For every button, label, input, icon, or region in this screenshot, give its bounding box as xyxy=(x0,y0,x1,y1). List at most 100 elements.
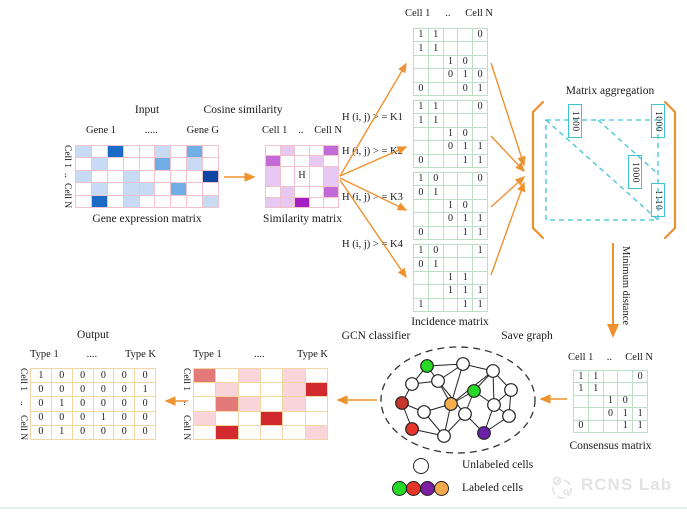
matrix-cell xyxy=(603,371,618,383)
matrix-cell xyxy=(107,195,123,207)
matrix-cell xyxy=(216,397,238,411)
matrix-cell: 1 xyxy=(588,371,603,383)
matrix-cell xyxy=(280,187,295,197)
matrix-cell: 1 xyxy=(93,411,114,425)
matrix-cell: 1 xyxy=(443,271,458,285)
bottom-divider xyxy=(0,507,687,509)
matrix-cell xyxy=(91,146,107,158)
matrix-cell xyxy=(194,411,216,425)
matrix-cell xyxy=(428,285,443,298)
consensus-col-labels: Cell 1 .. Cell N xyxy=(568,352,653,363)
matrix-cell xyxy=(428,141,443,154)
matrix-cell xyxy=(280,197,295,207)
matrix-cell xyxy=(203,146,218,158)
matrix-cell xyxy=(633,383,647,395)
labeled-cell-icon xyxy=(434,481,449,496)
matrix-cell xyxy=(305,425,327,439)
matrix-cell xyxy=(428,154,443,167)
matrix-cell xyxy=(428,298,443,311)
unlabeled-cell-icon xyxy=(413,458,429,474)
matrix-cell xyxy=(458,173,473,186)
matrix-cell: 1 xyxy=(588,383,603,395)
rcns-lab-watermark: RCNS Lab xyxy=(581,475,673,494)
matrix-cell xyxy=(76,170,91,183)
matrix-cell xyxy=(443,42,458,55)
matrix-cell: 0 xyxy=(458,199,473,213)
matrix-cell xyxy=(266,187,280,197)
matrix-cell: 1 xyxy=(443,199,458,213)
matrix-cell xyxy=(187,170,203,183)
matrix-cell xyxy=(123,195,139,207)
matrix-cell: 0 xyxy=(414,258,428,271)
matrix-cell: 1 xyxy=(458,226,473,239)
threshold-k2-label: H (i, j) > = K2 xyxy=(342,146,403,157)
matrix-cell: 0 xyxy=(633,371,647,383)
matrix-cell: 1 xyxy=(414,114,428,127)
matrix-cell xyxy=(324,146,338,156)
matrix-cell xyxy=(280,156,295,166)
matrix-cell xyxy=(266,146,280,156)
matrix-cell: 1 xyxy=(458,141,473,154)
matrix-cell: 0 xyxy=(72,383,93,397)
matrix-cell: 0 xyxy=(31,411,51,425)
labeled-cells-icons xyxy=(392,481,449,496)
gene-matrix-caption: Gene expression matrix xyxy=(92,213,202,225)
matrix-cell: 1 xyxy=(428,29,443,42)
labeled-cell-icon xyxy=(420,481,435,496)
matrix-cell xyxy=(574,395,588,408)
matrix-cell xyxy=(473,271,487,285)
matrix-cell: 0 xyxy=(458,55,473,69)
matrix-cell: 0 xyxy=(473,29,487,42)
gene-expression-matrix xyxy=(75,145,219,208)
matrix-cell xyxy=(155,195,171,207)
matrix-cell: 0 xyxy=(114,411,135,425)
matrix-cell xyxy=(414,141,428,154)
matrix-cell xyxy=(261,369,283,383)
matrix-cell xyxy=(187,158,203,170)
matrix-cell xyxy=(238,369,260,383)
matrix-cell xyxy=(414,55,428,69)
matrix-cell: 1 xyxy=(618,408,633,420)
matrix-cell: 0 xyxy=(414,186,428,199)
matrix-cell: 0 xyxy=(135,397,155,411)
matrix-cell xyxy=(261,425,283,439)
matrix-cell xyxy=(443,154,458,167)
matrix-cell xyxy=(618,371,633,383)
matrix-cell: 1 xyxy=(473,213,487,226)
matrix-cell xyxy=(603,420,618,432)
matrix-cell: 1 xyxy=(414,245,428,258)
incidence-col-labels: Cell 1 .. Cell N xyxy=(405,8,493,19)
matrix-cell xyxy=(283,425,305,439)
matrix-cell xyxy=(458,245,473,258)
matrix-cell xyxy=(414,199,428,213)
matrix-cell xyxy=(588,408,603,420)
matrix-cell: 1 xyxy=(603,395,618,408)
matrix-cell: 0 xyxy=(414,154,428,167)
matrix-cell xyxy=(261,397,283,411)
matrix-cell: 1 xyxy=(428,258,443,271)
matrix-cell xyxy=(91,158,107,170)
matrix-cell xyxy=(414,69,428,82)
matrix-cell: 0 xyxy=(135,369,155,383)
matrix-cell: 1 xyxy=(428,114,443,127)
matrix-cell xyxy=(171,146,187,158)
matrix-cell xyxy=(194,369,216,383)
matrix-cell xyxy=(283,369,305,383)
matrix-cell: 1 xyxy=(443,55,458,69)
matrix-cell xyxy=(107,158,123,170)
matrix-cell: 0 xyxy=(72,425,93,439)
matrix-cell xyxy=(216,369,238,383)
matrix-cell xyxy=(76,195,91,207)
matrix-cell xyxy=(203,195,218,207)
matrix-cell xyxy=(309,146,324,156)
matrix-cell xyxy=(473,127,487,141)
matrix-cell: 1 xyxy=(428,186,443,199)
matrix-cell: 1 xyxy=(443,127,458,141)
matrix-cell xyxy=(295,197,309,207)
matrix-cell xyxy=(443,186,458,199)
matrix-cell: 1 xyxy=(51,397,72,411)
matrix-cell xyxy=(428,127,443,141)
matrix-cell: 0 xyxy=(72,369,93,383)
matrix-cell xyxy=(588,420,603,432)
